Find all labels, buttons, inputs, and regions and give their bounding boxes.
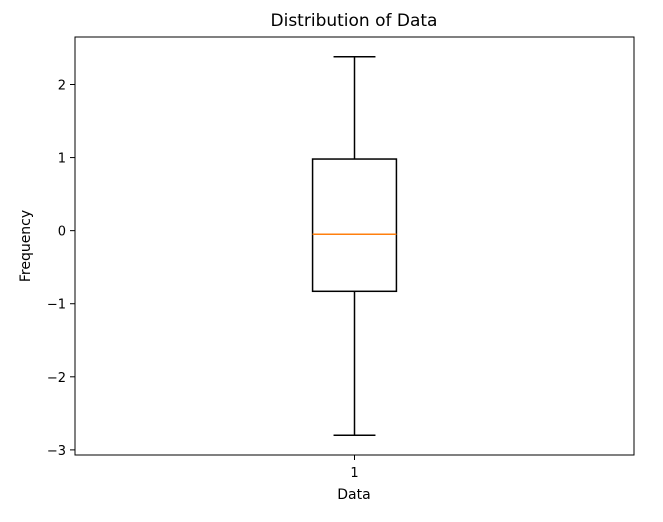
y-tick-label: 0 bbox=[58, 225, 66, 240]
y-axis-label: Frequency bbox=[18, 210, 34, 282]
box-series bbox=[311, 55, 398, 437]
y-axis: −3 −2 −1 0 1 2 bbox=[47, 79, 75, 459]
y-tick-label: 1 bbox=[58, 152, 66, 167]
x-tick-label: 1 bbox=[350, 466, 358, 481]
y-tick-label: −2 bbox=[47, 371, 66, 386]
iqr-box bbox=[311, 158, 398, 293]
y-tick-label: −1 bbox=[47, 298, 66, 313]
chart-title: Distribution of Data bbox=[271, 11, 438, 31]
y-tick-label: 2 bbox=[58, 79, 66, 94]
y-tick-label: −3 bbox=[47, 444, 66, 459]
x-axis: 1 bbox=[350, 455, 359, 481]
x-axis-label: Data bbox=[337, 487, 370, 503]
